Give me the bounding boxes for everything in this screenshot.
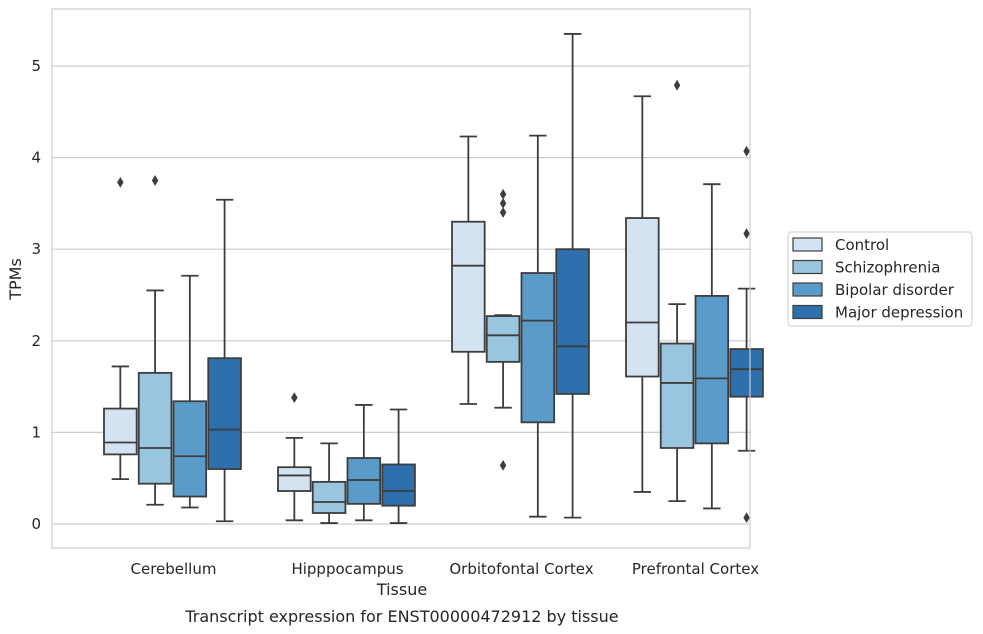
legend-frame [787,231,973,327]
box-iqr [625,217,660,378]
outlier-point [291,392,298,403]
box-control-3 [625,95,660,493]
x-tick-label: Prefrontal Cortex [632,560,759,578]
y-axis-label: TPMs [6,258,25,301]
outlier-point [499,460,507,471]
box-schizophrenia-1 [311,442,347,524]
box-iqr [346,457,382,505]
x-tick-label: Cerebellum [131,560,217,578]
outlier-point [499,198,507,209]
box-bipolar-disorder-2 [520,134,556,518]
box-major-depression-0 [207,198,242,523]
legend-swatch [792,259,823,275]
outlier-point [673,79,681,91]
box-schizophrenia-0 [137,175,173,506]
legend-swatch [792,282,823,297]
x-tick-labels: Cerebellum Hipppocampus Orbitofontal Corte… [131,560,760,578]
outlier-point [743,512,750,523]
box-iqr [311,480,347,514]
outlier-point [117,176,124,188]
box-control-1 [277,392,312,522]
legend: Control Schizophrenia Bipolar disorder Majo… [787,231,973,327]
outlier-point [499,188,507,200]
legend-label: Control [835,236,889,254]
box-iqr [659,342,695,449]
y-tick-label: 1 [31,423,41,441]
box-iqr [172,400,208,498]
box-iqr [729,348,764,398]
box-iqr [694,295,730,445]
x-axis-label: Tissue [376,580,427,599]
box-iqr [103,407,138,456]
box-control-0 [103,176,138,481]
box-major-depression-3 [729,145,764,523]
legend-label: Bipolar disorder [835,281,955,299]
y-tick-label: 5 [31,57,41,75]
chart-caption: Transcript expression for ENST0000047291… [184,607,618,626]
box-major-depression-1 [381,408,416,524]
box-iqr [555,248,590,395]
plot-frame [51,8,751,549]
outlier-point [743,145,750,157]
box-bipolar-disorder-3 [694,183,730,510]
box-iqr [485,315,521,363]
box-iqr [277,466,312,492]
y-tick-label: 2 [31,332,41,350]
y-tick-label: 4 [31,149,41,167]
legend-swatch [792,304,823,320]
box-schizophrenia-3 [659,79,695,503]
box-iqr [520,272,556,424]
legend-label: Major depression [835,304,963,322]
box-control-2 [451,135,486,405]
legend-swatch [792,237,823,252]
box-iqr [451,220,486,353]
box-bipolar-disorder-0 [172,274,208,509]
y-tick-label: 3 [31,240,41,258]
outlier-point [743,228,750,240]
box-schizophrenia-2 [485,188,521,471]
outlier-point [151,175,159,186]
x-tick-label: Hipppocampus [291,560,403,578]
box-iqr [381,463,416,507]
y-tick-labels: 0 1 2 3 4 5 [31,57,41,533]
boxes-layer [103,33,764,524]
x-tick-label: Orbitofontal Cortex [449,560,593,578]
legend-label: Schizophrenia [835,259,940,277]
box-major-depression-2 [555,33,590,519]
box-iqr [207,357,242,470]
y-tick-label: 0 [31,515,41,533]
box-bipolar-disorder-1 [346,404,382,522]
box-iqr [137,371,173,485]
outlier-point [499,207,507,218]
